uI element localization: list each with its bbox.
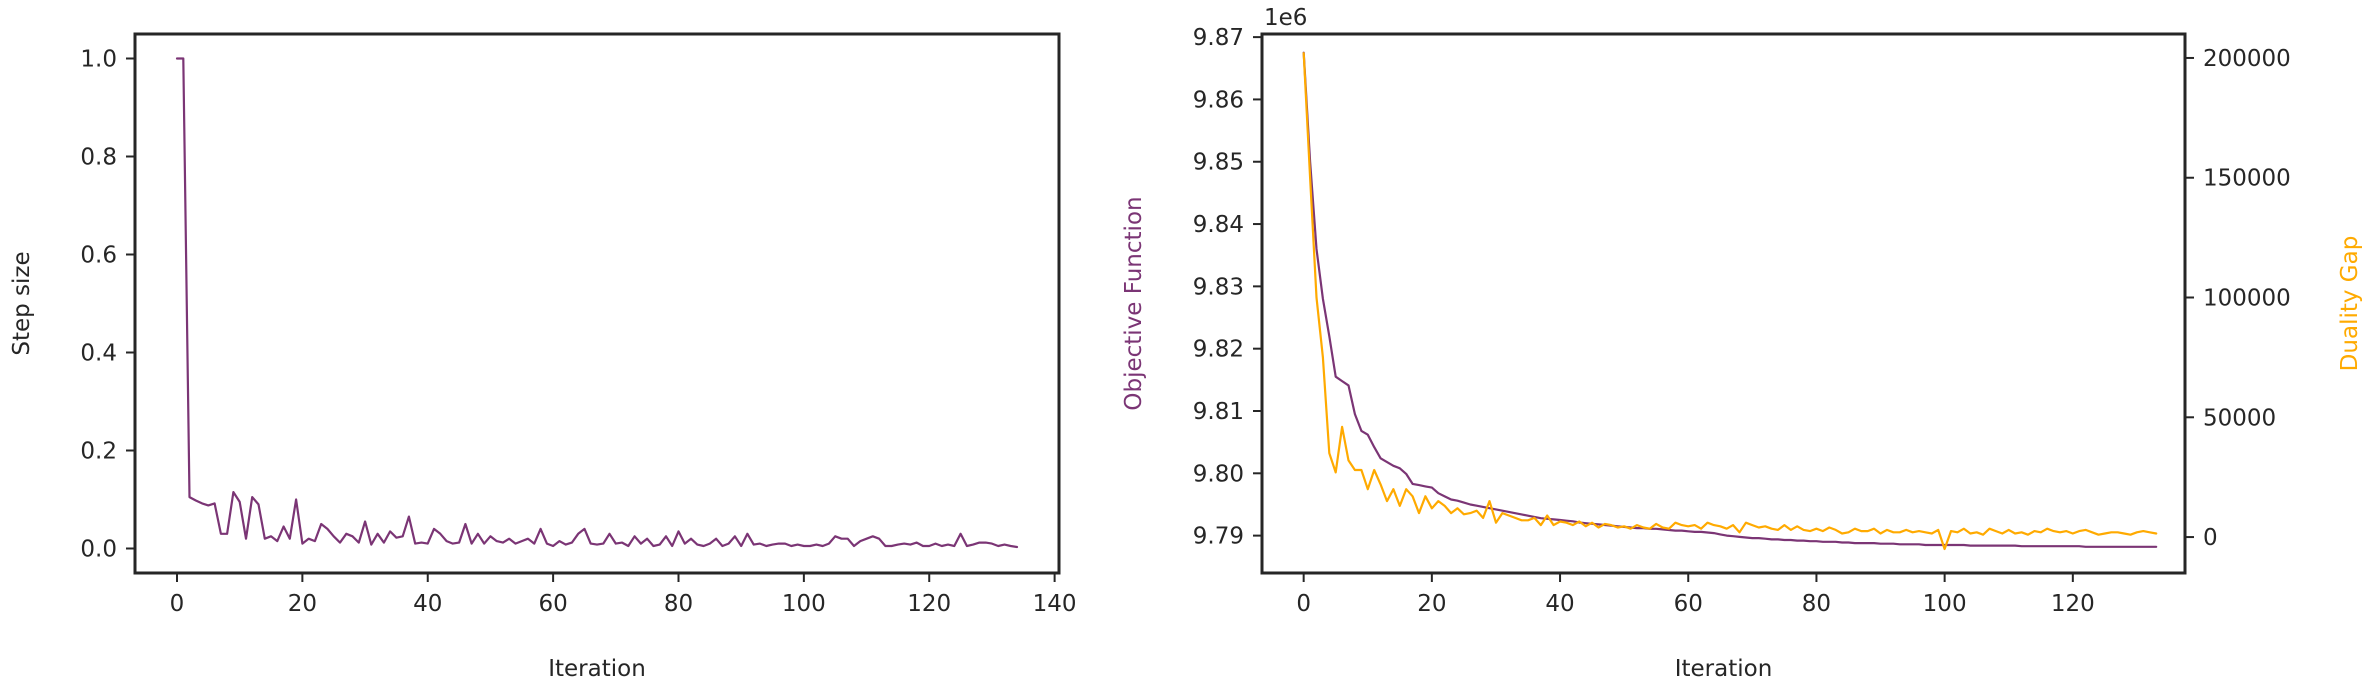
y-tick-label: 9.79 (1193, 524, 1244, 550)
x-tick-label: 100 (782, 591, 826, 617)
step-size-plot-frame (133, 32, 1061, 575)
step-size-y-ticks: 0.0 0.2 0.4 0.6 0.8 1.0 (80, 47, 135, 563)
y2-tick-label: 150000 (2203, 166, 2291, 192)
objective-duality-x-ticks: 0 20 40 60 80 100 120 (1296, 573, 2095, 617)
x-tick-label: 120 (907, 591, 951, 617)
objective-offset-text: 1e6 (1264, 5, 1307, 31)
y2-tick-label: 100000 (2203, 286, 2291, 312)
x-tick-label: 60 (538, 591, 567, 617)
y-tick-label: 9.86 (1193, 87, 1244, 113)
y-tick-label: 9.82 (1193, 337, 1244, 363)
objective-y-ticks: 9.79 9.80 9.81 9.82 9.83 9.84 9.85 9.86 9.87 (1193, 25, 1262, 550)
objective-function-line (1302, 51, 2158, 548)
objective-duality-series-group (1302, 51, 2158, 551)
step-size-line (175, 57, 1019, 549)
step-size-series-group (175, 57, 1019, 549)
y-tick-label: 9.83 (1193, 274, 1244, 300)
y-tick-label: 1.0 (80, 47, 117, 73)
objective-duality-chart: 0 20 40 60 80 100 120 9.79 9.80 9.81 9.82 9.83 9.84… (1121, 5, 2363, 682)
y-tick-label: 9.85 (1193, 150, 1244, 176)
duality-gap-line (1302, 52, 2158, 551)
x-tick-label: 140 (1033, 591, 1077, 617)
step-size-x-ticks: 0 20 40 60 80 100 120 140 (170, 573, 1077, 617)
y-tick-label: 0.6 (80, 243, 117, 269)
y-tick-label: 9.81 (1193, 399, 1244, 425)
duality-gap-y-axis-label: Duality Gap (2337, 236, 2363, 372)
objective-duality-x-axis-label: Iteration (1675, 656, 1773, 682)
x-tick-label: 0 (170, 591, 185, 617)
x-tick-label: 0 (1296, 591, 1311, 617)
step-size-chart: 0 20 40 60 80 100 120 140 0.0 0.2 0.4 0.6 0.8 1.0 It… (9, 32, 1077, 682)
step-size-y-axis-label: Step size (9, 251, 35, 355)
x-tick-label: 40 (413, 591, 442, 617)
y-tick-label: 9.80 (1193, 461, 1244, 487)
step-size-x-axis-label: Iteration (548, 656, 646, 682)
x-tick-label: 80 (1802, 591, 1831, 617)
y-tick-label: 0.4 (80, 341, 117, 367)
y-tick-label: 9.84 (1193, 212, 1244, 238)
x-tick-label: 20 (288, 591, 317, 617)
duality-gap-y-ticks: 0 50000 100000 150000 200000 (2185, 46, 2291, 551)
y2-tick-label: 200000 (2203, 46, 2291, 72)
y-tick-label: 0.2 (80, 439, 117, 465)
objective-y-axis-label: Objective Function (1121, 196, 1147, 410)
y-tick-label: 9.87 (1193, 25, 1244, 51)
y-tick-label: 0.8 (80, 145, 117, 171)
x-tick-label: 100 (1923, 591, 1967, 617)
y2-tick-label: 50000 (2203, 405, 2276, 431)
y-tick-label: 0.0 (80, 537, 117, 563)
y2-tick-label: 0 (2203, 525, 2218, 551)
objective-duality-plot-frame (1260, 32, 2187, 575)
x-tick-label: 80 (664, 591, 693, 617)
x-tick-label: 20 (1417, 591, 1446, 617)
x-tick-label: 40 (1545, 591, 1574, 617)
x-tick-label: 120 (2051, 591, 2095, 617)
x-tick-label: 60 (1674, 591, 1703, 617)
